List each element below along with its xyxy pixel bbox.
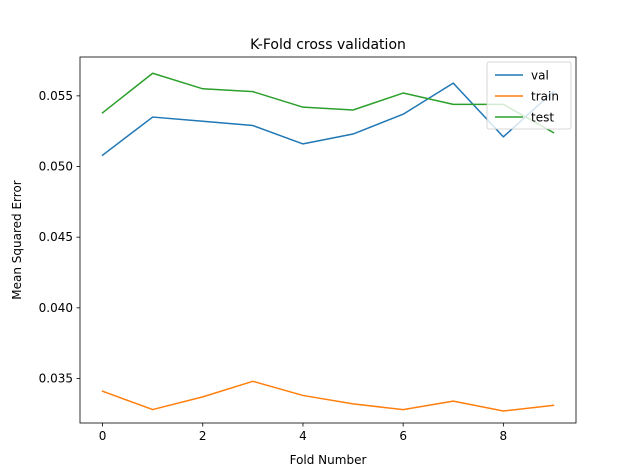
axes-frame [79,56,577,424]
legend-label-train: train [531,90,559,104]
legend-label-test: test [531,111,554,125]
x-tick-label: 4 [299,429,307,443]
y-tick-label: 0.040 [39,301,73,315]
series-line-val [101,82,555,157]
x-tick-label: 8 [500,429,508,443]
x-tick-label: 6 [399,429,407,443]
x-tick-label: 0 [99,429,107,443]
y-axis-label: Mean Squared Error [10,180,24,300]
series-layer [101,72,555,412]
legend: val train test [486,61,572,130]
y-tick-label: 0.050 [39,160,73,174]
x-tick-label: 2 [199,429,207,443]
y-tick-label: 0.055 [39,89,73,103]
legend-box [486,61,572,130]
series-line-test [101,72,555,134]
y-tick-label: 0.035 [39,371,73,385]
axes-layer: 0 2 4 6 8 0.035 0.040 0.045 0.050 0.055 [39,56,577,443]
x-axis-label: Fold Number [290,453,367,467]
chart-title: K-Fold cross validation [250,37,406,53]
series-line-train [101,380,555,412]
legend-label-val: val [531,69,549,83]
y-tick-label: 0.045 [39,230,73,244]
